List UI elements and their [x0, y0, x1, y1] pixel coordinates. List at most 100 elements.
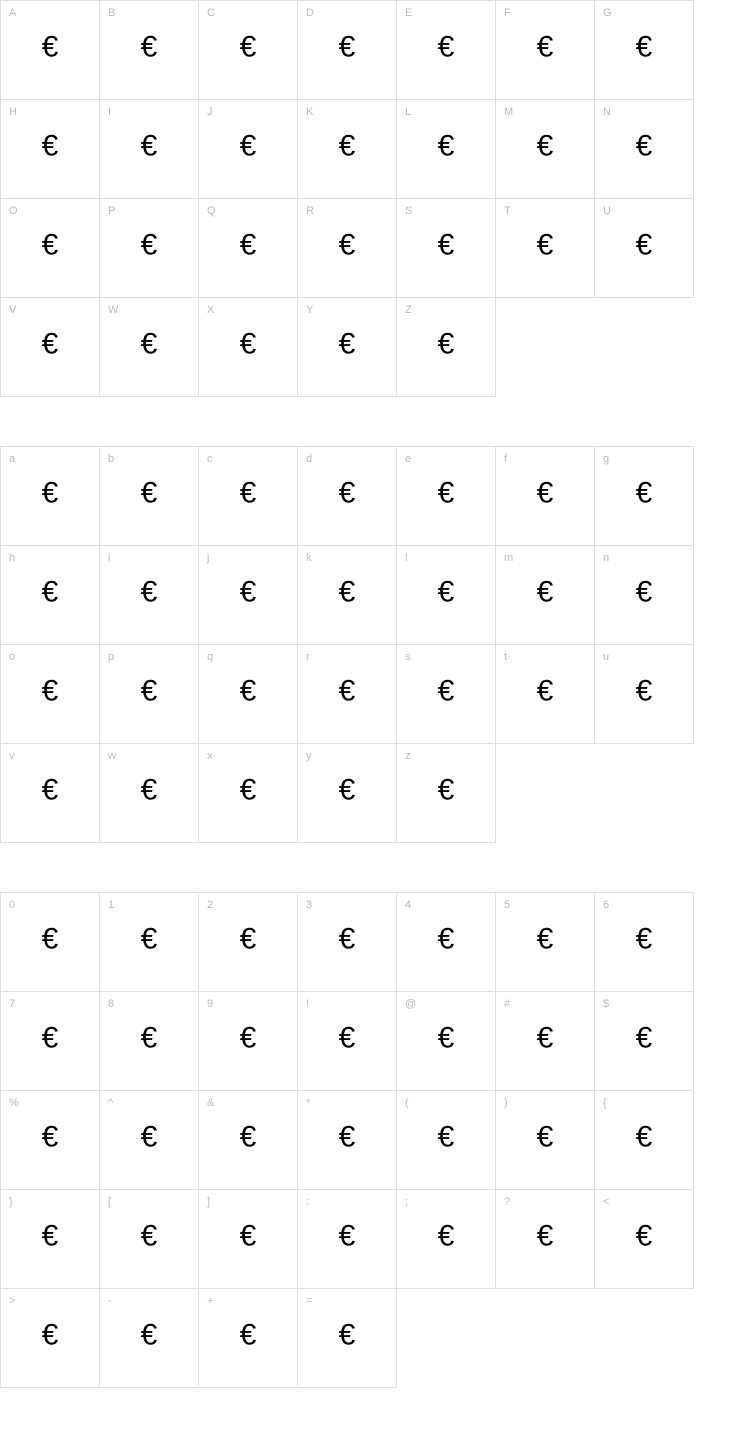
cell-glyph: € [339, 578, 356, 608]
glyph-cell: i€ [99, 545, 199, 645]
cell-glyph: € [636, 231, 653, 261]
cell-label: n [603, 552, 609, 564]
glyph-cell: }€ [0, 1189, 100, 1289]
cell-glyph: € [339, 479, 356, 509]
glyph-cell: P€ [99, 198, 199, 298]
cell-glyph: € [537, 231, 554, 261]
cell-glyph: € [636, 1222, 653, 1252]
cell-label: T [504, 205, 511, 217]
glyph-cell: 3€ [297, 892, 397, 992]
cell-label: @ [405, 998, 416, 1010]
cell-label: > [9, 1295, 15, 1307]
glyph-cell: Y€ [297, 297, 397, 397]
cell-label: i [108, 552, 110, 564]
cell-label: 9 [207, 998, 213, 1010]
cell-glyph: € [240, 1321, 257, 1351]
cell-label: 3 [306, 899, 312, 911]
cell-label: e [405, 453, 411, 465]
cell-label: h [9, 552, 15, 564]
glyph-cell: 6€ [594, 892, 694, 992]
glyph-cell: o€ [0, 644, 100, 744]
cell-label: D [306, 7, 314, 19]
cell-glyph: € [537, 1123, 554, 1153]
glyph-cell: k€ [297, 545, 397, 645]
glyph-cell: {€ [594, 1090, 694, 1190]
cell-glyph: € [339, 1321, 356, 1351]
cell-label: 6 [603, 899, 609, 911]
glyph-section-symbols: 0€1€2€3€4€5€6€7€8€9€!€@€#€$€%€^€&€*€(€)€… [1, 893, 740, 1388]
glyph-cell: -€ [99, 1288, 199, 1388]
glyph-cell: y€ [297, 743, 397, 843]
cell-label: % [9, 1097, 19, 1109]
cell-glyph: € [141, 578, 158, 608]
glyph-section-uppercase: A€B€C€D€E€F€G€H€I€J€K€L€M€N€O€P€Q€R€S€T€… [1, 1, 740, 397]
cell-label: B [108, 7, 115, 19]
glyph-cell: l€ [396, 545, 496, 645]
cell-label: c [207, 453, 213, 465]
glyph-cell: E€ [396, 0, 496, 100]
cell-label: o [9, 651, 15, 663]
glyph-cell: g€ [594, 446, 694, 546]
glyph-cell: 2€ [198, 892, 298, 992]
cell-label: + [207, 1295, 213, 1307]
glyph-cell: !€ [297, 991, 397, 1091]
cell-label: 8 [108, 998, 114, 1010]
cell-glyph: € [240, 132, 257, 162]
cell-glyph: € [141, 330, 158, 360]
cell-glyph: € [42, 33, 59, 63]
cell-glyph: € [339, 1123, 356, 1153]
cell-glyph: € [42, 1222, 59, 1252]
cell-glyph: € [636, 33, 653, 63]
glyph-cell: D€ [297, 0, 397, 100]
cell-label: U [603, 205, 611, 217]
cell-label: R [306, 205, 314, 217]
cell-label: l [405, 552, 407, 564]
cell-glyph: € [42, 1123, 59, 1153]
cell-glyph: € [636, 578, 653, 608]
glyph-cell: &€ [198, 1090, 298, 1190]
cell-glyph: € [537, 1222, 554, 1252]
glyph-cell: ?€ [495, 1189, 595, 1289]
cell-glyph: € [240, 1222, 257, 1252]
glyph-cell: t€ [495, 644, 595, 744]
glyph-cell: W€ [99, 297, 199, 397]
glyph-cell: r€ [297, 644, 397, 744]
glyph-grid: 0€1€2€3€4€5€6€7€8€9€!€@€#€$€%€^€&€*€(€)€… [1, 893, 701, 1388]
cell-glyph: € [339, 925, 356, 955]
cell-glyph: € [537, 925, 554, 955]
cell-glyph: € [339, 132, 356, 162]
glyph-cell: U€ [594, 198, 694, 298]
cell-glyph: € [240, 578, 257, 608]
cell-label: ! [306, 998, 309, 1010]
cell-label: M [504, 106, 513, 118]
cell-glyph: € [240, 231, 257, 261]
glyph-cell: J€ [198, 99, 298, 199]
glyph-cell: q€ [198, 644, 298, 744]
glyph-grid: A€B€C€D€E€F€G€H€I€J€K€L€M€N€O€P€Q€R€S€T€… [1, 1, 701, 397]
glyph-cell: m€ [495, 545, 595, 645]
cell-glyph: € [240, 33, 257, 63]
glyph-cell: F€ [495, 0, 595, 100]
cell-label: w [108, 750, 116, 762]
cell-label: J [207, 106, 213, 118]
glyph-cell: +€ [198, 1288, 298, 1388]
cell-label: & [207, 1097, 214, 1109]
glyph-cell: %€ [0, 1090, 100, 1190]
cell-label: 4 [405, 899, 411, 911]
glyph-cell: @€ [396, 991, 496, 1091]
cell-label: s [405, 651, 411, 663]
cell-glyph: € [240, 776, 257, 806]
cell-glyph: € [240, 330, 257, 360]
cell-glyph: € [141, 677, 158, 707]
cell-glyph: € [438, 578, 455, 608]
glyph-cell: z€ [396, 743, 496, 843]
cell-label: ( [405, 1097, 409, 1109]
cell-label: m [504, 552, 513, 564]
cell-glyph: € [438, 1024, 455, 1054]
cell-label: S [405, 205, 412, 217]
cell-label: { [603, 1097, 607, 1109]
cell-glyph: € [438, 1123, 455, 1153]
glyph-cell: h€ [0, 545, 100, 645]
cell-label: O [9, 205, 18, 217]
cell-label: C [207, 7, 215, 19]
